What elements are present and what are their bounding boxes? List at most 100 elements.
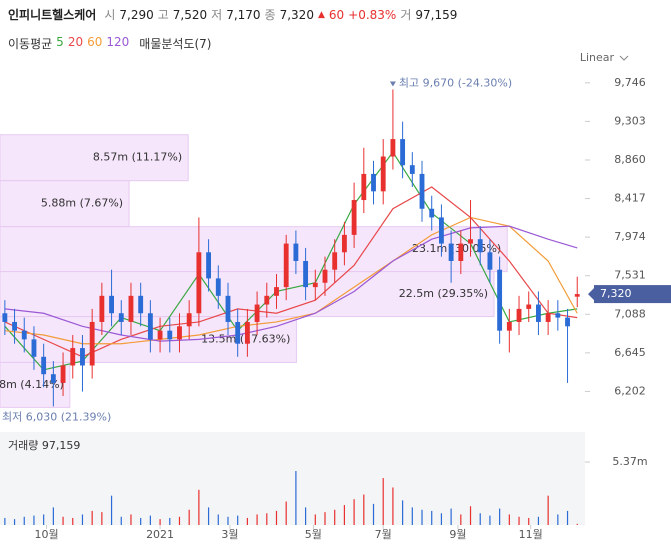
price-tag-label: 7,320 [600,287,632,300]
volume-bar [402,500,404,525]
volume-bar [450,508,452,525]
candle-body [254,304,260,322]
candle-body [526,304,532,309]
price-tag [594,285,671,304]
candle-body [497,269,503,331]
volume-bar [237,515,239,525]
volume-bar [4,517,6,525]
candle-body [283,243,289,288]
change: 60 [328,7,345,22]
scale-label: Linear [580,51,615,64]
profile-label: 매물분석도(7) [139,37,212,51]
volume-bar [149,515,151,525]
volume-bar [363,494,365,525]
x-tick-label: 5월 [305,528,322,541]
candle-body [477,239,483,253]
candle-body [506,321,512,331]
header: 인피니트헬스케어 시 7,290 고 7,520 저 7,170 종 7,320 ▲ 60 +0.83… [8,6,457,23]
volume-bar [576,523,578,525]
volume-bar [120,516,122,525]
candle-body [225,295,231,322]
candle-body [177,326,182,340]
volume-bar [207,507,210,525]
volume-bar [217,514,219,525]
legend-entry: 5 [56,35,64,49]
candle-body [128,295,134,322]
candle-body [206,252,212,279]
volume-bar [431,510,433,525]
candle-body [516,308,522,322]
volume-bar [440,513,443,525]
volume-bar [343,505,346,525]
x-tick-label: 7월 [375,528,392,541]
candle-body [274,287,279,296]
candle-body [41,356,47,375]
volume-bar [178,516,181,525]
volume-panel [0,432,585,525]
candle-body [118,313,124,322]
volume-bar [537,516,540,525]
profile-bar [0,361,71,408]
y-tick-label: 7,974 [614,230,646,243]
volume-bar [372,503,375,525]
candle-body [565,317,570,327]
x-tick-label: 10월 [35,528,59,541]
stat-value: 7,290 [119,7,154,22]
candle-body [429,208,435,218]
volume-bar [62,516,64,525]
y-tick-label: 5.37m [612,455,647,468]
candle-body [196,252,202,314]
x-tick-label: 3월 [221,528,238,541]
stat-label: 거 [400,8,412,22]
volume-bar [469,506,472,525]
candle-body [31,339,37,357]
candle-body [555,313,561,318]
ma-line [4,216,578,345]
volume-bar [43,514,45,525]
volume-bar [460,514,462,525]
candle-body [186,313,192,327]
legend-entry: 60 [87,35,103,49]
candle-body [409,165,415,174]
volume-bar [169,517,171,525]
dropdown-chevron[interactable] [619,55,629,61]
candle-body [99,295,105,322]
volume-bar [528,517,530,525]
volume-bar [304,507,307,525]
volume-bar [188,509,190,525]
profile-bar [0,180,130,228]
profile-label: 3.18m (4.14%) [0,378,64,391]
volume-bar [508,514,510,525]
volume-bar [353,499,355,525]
stat-label: 종 [264,8,276,22]
profile-bar [0,226,508,273]
candle-body [322,269,328,283]
y-tick-label: 9,746 [614,76,646,89]
volume-bar [198,489,200,525]
volume-bar [256,514,258,525]
y-tick-label: 8,860 [614,153,646,166]
legend-entry: 120 [106,35,130,49]
volume-bar [392,487,394,525]
volume-bar [140,517,142,525]
volume-bar [382,478,384,525]
x-tick-label: 2021 [146,528,174,541]
candle-body [157,330,163,340]
volume-bar [275,510,278,525]
candle-body [215,278,221,296]
stat-value: 7,170 [226,7,261,22]
candle-body [244,321,250,344]
candle-body [312,282,318,288]
candle-body [574,294,580,297]
volume-bar [101,512,103,525]
candle-body [167,330,173,340]
volume-bar [91,510,93,525]
candle-body [50,374,56,383]
candle-body [147,313,153,340]
candle-body [458,243,464,261]
stat-label: 저 [211,8,223,22]
volume-bar [557,514,559,525]
stat-value: 7,520 [172,7,208,22]
